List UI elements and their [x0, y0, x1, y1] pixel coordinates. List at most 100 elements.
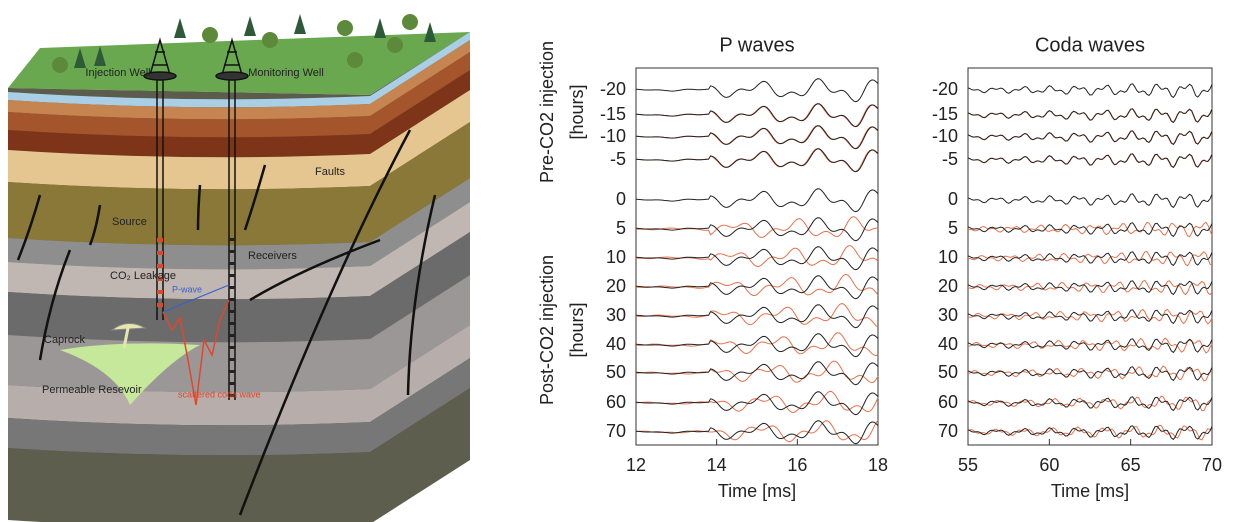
trace-label: -15 — [600, 104, 626, 124]
x-tick-label: 16 — [787, 455, 807, 475]
waveform-black — [967, 309, 1213, 325]
waveform-black — [967, 222, 1213, 238]
tree — [94, 46, 106, 66]
trace-label: -10 — [600, 126, 626, 146]
source-marker — [157, 290, 163, 294]
trace-label: -20 — [600, 79, 626, 99]
waveform-orange — [636, 332, 879, 357]
trace-label: 70 — [606, 421, 626, 441]
waveform-black — [967, 108, 1213, 124]
rock-layer — [8, 70, 470, 158]
waveform-orange — [635, 302, 879, 328]
plot-frame — [967, 67, 1213, 446]
label: Faults — [315, 166, 345, 178]
waveform-black — [967, 251, 1213, 267]
rock-layer — [8, 178, 470, 270]
waveform-black — [635, 246, 879, 271]
x-tick-label: 65 — [1121, 455, 1141, 475]
receiver-marker — [229, 322, 235, 325]
panel-title: P waves — [719, 34, 794, 56]
waveform-orange — [635, 419, 879, 443]
waveform-orange — [967, 365, 1213, 382]
x-tick-label: 12 — [626, 455, 646, 475]
waveform-black — [967, 396, 1213, 412]
source-marker — [157, 238, 163, 242]
leak-path — [122, 327, 130, 349]
receiver-marker — [229, 250, 235, 253]
receiver-marker — [229, 394, 235, 397]
trace-label: -15 — [932, 104, 958, 124]
x-tick-label: 55 — [958, 455, 978, 475]
tree — [424, 22, 436, 42]
receiver-marker — [229, 286, 235, 289]
source-marker — [157, 251, 163, 255]
label: scattered coda wave — [178, 389, 261, 399]
waveform-orange — [635, 360, 879, 384]
receiver-marker — [229, 310, 235, 313]
trace-label: 5 — [616, 218, 626, 238]
trace-label: 0 — [948, 189, 958, 209]
tree — [244, 16, 256, 36]
source-marker — [157, 303, 163, 307]
x-tick-label: 18 — [868, 455, 888, 475]
receiver-marker — [229, 334, 235, 337]
waveform-black — [635, 361, 879, 386]
waveform-black — [967, 280, 1213, 296]
label: Receivers — [248, 250, 297, 262]
receiver-marker — [229, 262, 235, 265]
trace-label: 5 — [948, 218, 958, 238]
trace-label: -10 — [932, 126, 958, 146]
waveform-black — [967, 193, 1213, 209]
waveform-black — [635, 333, 879, 358]
label: Injection Well — [85, 67, 150, 79]
rock-layer — [8, 388, 470, 522]
receiver-marker — [229, 370, 235, 373]
waveform-black — [967, 425, 1213, 441]
source-marker — [157, 264, 163, 268]
receiver-marker — [229, 346, 235, 349]
tree — [402, 14, 418, 30]
label: CO₂ Leakage — [110, 270, 176, 282]
tree — [347, 52, 363, 68]
rock-layer — [8, 52, 470, 138]
trace-label: 70 — [938, 421, 958, 441]
tree — [262, 32, 278, 48]
x-axis-label: Time [ms] — [1051, 481, 1129, 501]
rock-layer — [8, 202, 470, 300]
coda-wave-path — [162, 299, 230, 406]
receiver-marker — [229, 274, 235, 277]
trace-label: -5 — [942, 149, 958, 169]
waveform-orange — [967, 424, 1213, 441]
x-tick-label: 70 — [1202, 455, 1222, 475]
receiver-marker — [229, 238, 235, 241]
x-tick-label: 14 — [707, 455, 727, 475]
tree — [337, 20, 353, 36]
trace-label: 0 — [616, 189, 626, 209]
caprock-leak — [110, 323, 147, 331]
p-wave-path — [162, 284, 230, 313]
receiver-marker — [229, 358, 235, 361]
waveform-black — [967, 366, 1213, 382]
waveform-black — [635, 391, 879, 416]
x-tick-label: 60 — [1039, 455, 1059, 475]
waveform-orange — [967, 251, 1213, 267]
waveform-black — [635, 103, 879, 128]
waveform-black — [967, 83, 1213, 99]
label: Caprock — [44, 334, 85, 346]
rock-layer — [8, 122, 470, 246]
tree — [52, 57, 68, 73]
tree — [202, 27, 218, 43]
tree — [374, 18, 386, 38]
trace-label: 10 — [938, 247, 958, 267]
trace-label: 30 — [938, 305, 958, 325]
trace-label: 20 — [606, 276, 626, 296]
trace-label: 60 — [938, 392, 958, 412]
waveform-orange — [967, 308, 1213, 325]
label: P-wave — [172, 284, 202, 294]
receiver-marker — [229, 382, 235, 385]
label: Permeable Resevoir — [42, 384, 142, 396]
rock-layer — [8, 232, 470, 343]
x-axis-label: Time [ms] — [718, 481, 796, 501]
waveform-orange — [967, 221, 1213, 238]
waveform-black — [967, 130, 1213, 146]
